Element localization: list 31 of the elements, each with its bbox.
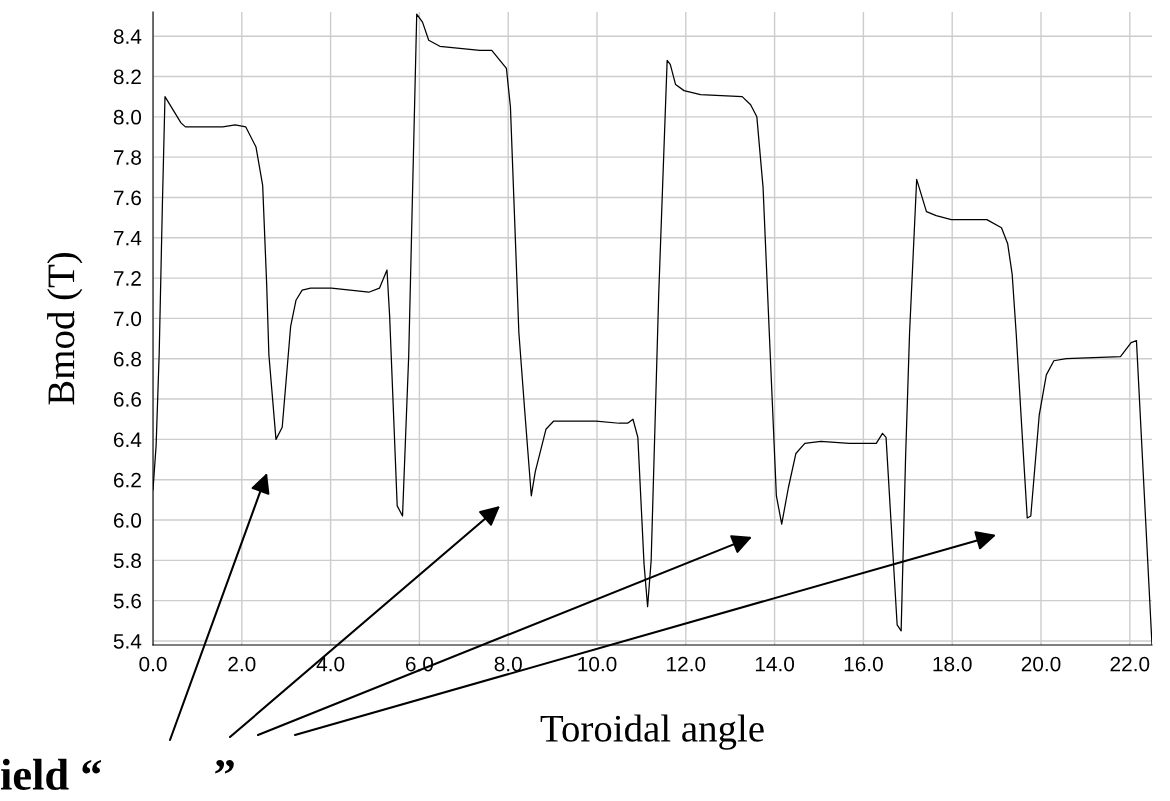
x-tick-label: 22.0: [1110, 656, 1150, 672]
y-tick-label: 6.4: [113, 432, 142, 448]
y-tick-label: 8.0: [113, 109, 142, 125]
y-tick-label: 7.2: [114, 271, 141, 286]
x-tick-label: 20.0: [1021, 656, 1061, 672]
y-tick-label: 7.4: [114, 231, 142, 246]
x-tick-label: 4.0: [316, 656, 345, 672]
y-tick-label: 8.2: [113, 69, 141, 85]
y-tick-label: 6.0: [113, 513, 142, 528]
y-tick-label: 6.6: [113, 392, 141, 407]
y-tick-label: 8.4: [113, 29, 142, 44]
y-tick-label: 6.8: [113, 351, 141, 367]
y-tick-label: 7.6: [114, 190, 141, 206]
x-axis-title: Toroidal angle: [540, 714, 764, 750]
x-tick-label: 12.0: [667, 656, 706, 672]
x-tick-label: 6.0: [405, 656, 434, 672]
x-tick-label: 8.0: [494, 656, 522, 672]
y-tick-label: 5.8: [113, 553, 141, 569]
x-tick-label: 16.0: [844, 656, 883, 672]
x-tick-label: 18.0: [933, 656, 972, 672]
y-tick-label: 7.8: [114, 150, 141, 165]
x-tick-label: 14.0: [755, 656, 795, 672]
y-tick-label: 5.4: [113, 634, 142, 649]
x-tick-label: 10.0: [578, 656, 617, 672]
x-tick-label: 0.0: [139, 656, 167, 672]
y-tick-label: 6.2: [113, 472, 141, 488]
text: ield “ ”: [0, 758, 234, 790]
x-tick-label: 2.0: [228, 656, 256, 672]
y-tick-label: 7.0: [114, 311, 142, 327]
y-tick-label: 5.6: [113, 593, 141, 609]
y-axis-title: Bmod (T): [47, 252, 83, 405]
